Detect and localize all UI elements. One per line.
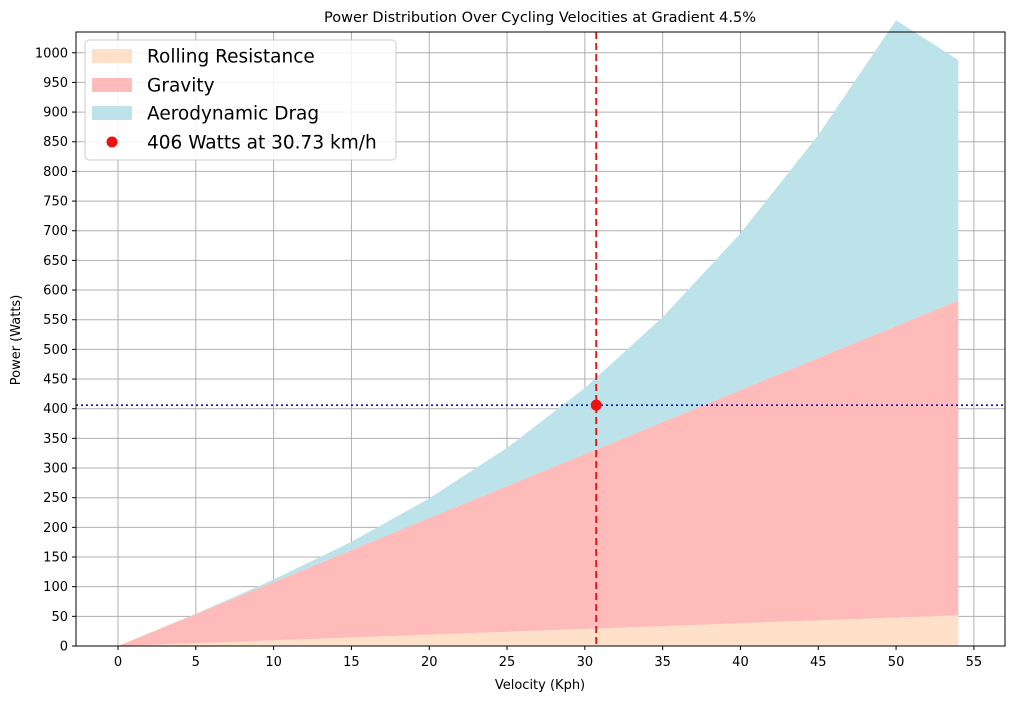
y-tick-label: 950: [43, 76, 68, 91]
x-tick-label: 10: [265, 655, 282, 670]
y-tick-label: 200: [43, 521, 68, 536]
y-tick-label: 800: [43, 165, 68, 180]
legend-swatch: [92, 49, 132, 63]
legend-label: Rolling Resistance: [147, 47, 315, 68]
y-tick-label: 150: [43, 551, 68, 566]
y-tick-label: 50: [51, 610, 68, 625]
y-tick-label: 650: [43, 254, 68, 269]
y-tick-label: 450: [43, 373, 68, 388]
y-tick-label: 1000: [35, 46, 68, 61]
legend: Rolling Resistance Gravity Aerodynamic Dra…: [84, 39, 397, 161]
x-tick-label: 55: [966, 655, 983, 670]
x-tick-label: 30: [577, 655, 594, 670]
y-axis-label: Power (Watts): [9, 295, 24, 386]
area-aerodynamic-drag: [118, 20, 959, 647]
x-tick-label: 40: [732, 655, 749, 670]
operating-point-marker: [590, 399, 602, 411]
chart-title: Power Distribution Over Cycling Velociti…: [324, 10, 756, 26]
x-tick-label: 50: [888, 655, 905, 670]
legend-box: [84, 39, 397, 161]
y-tick-label: 750: [43, 195, 68, 210]
legend-label: Gravity: [147, 76, 215, 97]
y-tick-label: 300: [43, 462, 68, 477]
x-tick-label: 15: [343, 655, 360, 670]
x-tick-label: 0: [114, 655, 122, 670]
axes-frame: [75, 31, 1006, 647]
x-tick-label: 25: [499, 655, 516, 670]
y-tick-label: 550: [43, 313, 68, 328]
y-tick-label: 250: [43, 491, 68, 506]
legend-label: 406 Watts at 30.73 km/h: [147, 133, 377, 154]
legend-swatch: [92, 78, 132, 92]
legend-label: Aerodynamic Drag: [147, 104, 319, 125]
y-tick-label: 600: [43, 284, 68, 299]
y-tick-label: 0: [60, 640, 68, 655]
plot-frame: [75, 31, 1006, 647]
y-tick-label: 700: [43, 224, 68, 239]
area-gravity: [118, 300, 959, 646]
axis-ticks: 0 5 10 15 20 25 30 35 40 45 50 55050100150200250300…: [35, 46, 982, 670]
reference-lines: [76, 32, 1005, 646]
x-tick-label: 35: [654, 655, 671, 670]
y-tick-label: 350: [43, 432, 68, 447]
y-tick-label: 500: [43, 343, 68, 358]
x-axis-label: Velocity (Kph): [495, 678, 585, 693]
legend-swatch: [92, 106, 132, 120]
x-tick-label: 45: [810, 655, 827, 670]
y-tick-label: 900: [43, 106, 68, 121]
x-tick-label: 20: [421, 655, 438, 670]
y-tick-label: 850: [43, 135, 68, 150]
area-rolling-resistance: [118, 615, 959, 646]
x-tick-label: 5: [192, 655, 200, 670]
stacked-areas: [118, 20, 959, 647]
legend-marker-swatch: [106, 136, 118, 148]
y-tick-label: 400: [43, 402, 68, 417]
y-tick-label: 100: [43, 580, 68, 595]
